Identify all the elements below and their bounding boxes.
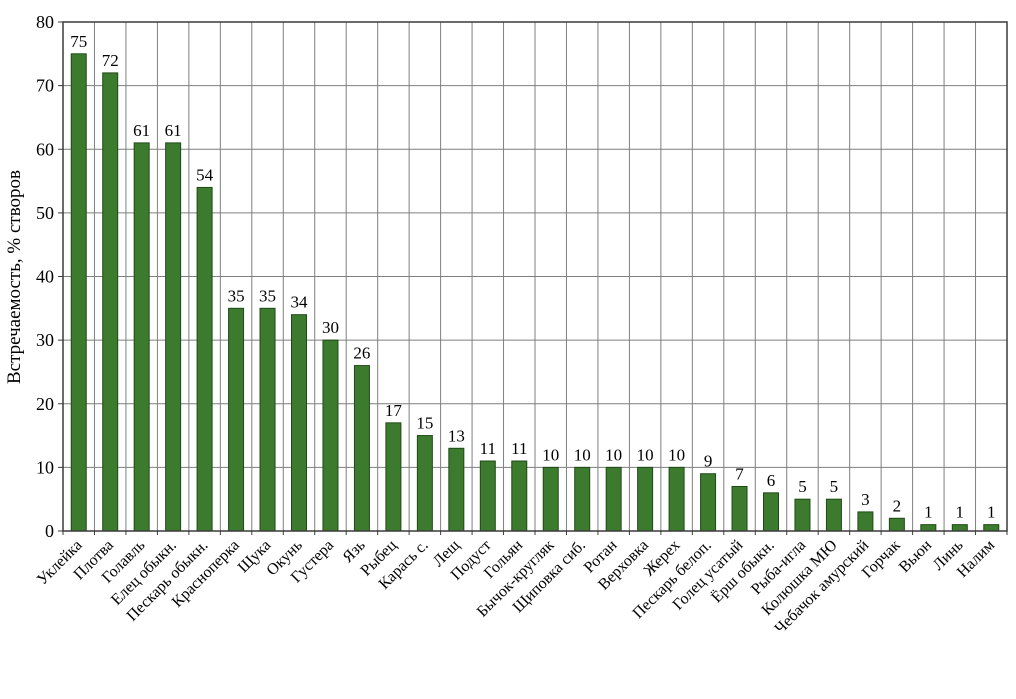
bar — [825, 498, 842, 532]
bar — [416, 435, 433, 532]
bar — [353, 365, 370, 532]
bar-value-label: 10 — [637, 445, 654, 464]
bar — [668, 466, 685, 532]
bar — [605, 466, 622, 532]
bar — [511, 460, 528, 532]
plot-border — [62, 21, 1008, 532]
y-tick-label: 80 — [36, 12, 54, 32]
bar-value-label: 35 — [228, 286, 245, 305]
bar — [259, 307, 276, 532]
y-tick-label: 40 — [36, 267, 54, 287]
bar-value-label: 17 — [385, 401, 403, 420]
bar — [888, 517, 905, 532]
bar — [794, 498, 811, 532]
bar-value-label: 2 — [893, 496, 902, 515]
bar-value-label: 61 — [133, 121, 150, 140]
y-tick-label: 30 — [36, 330, 54, 350]
bar-value-label: 7 — [735, 464, 744, 483]
bar-value-label: 9 — [704, 452, 713, 471]
bar — [228, 307, 245, 532]
bar — [196, 186, 213, 532]
bar — [763, 492, 779, 532]
bar-value-label: 1 — [924, 503, 933, 522]
bar — [542, 466, 559, 532]
bar — [385, 422, 402, 532]
bar-value-label: 10 — [542, 445, 559, 464]
bar — [70, 53, 87, 532]
bar — [165, 142, 182, 532]
bar — [857, 511, 874, 532]
bar-value-label: 75 — [70, 32, 87, 51]
bar-value-label: 10 — [574, 445, 591, 464]
bar — [637, 466, 654, 532]
bar-value-label: 5 — [798, 477, 807, 496]
bar — [322, 339, 339, 532]
bar-value-label: 6 — [767, 471, 776, 490]
bar-value-label: 1 — [956, 503, 965, 522]
bar — [731, 485, 748, 532]
y-tick-label: 50 — [36, 203, 54, 223]
bar-value-label: 5 — [830, 477, 839, 496]
y-tick-label: 0 — [45, 521, 54, 541]
y-tick-label: 10 — [36, 457, 54, 477]
y-tick-label: 70 — [36, 76, 54, 96]
x-tick-label: Вьюн — [896, 536, 936, 576]
bar — [951, 524, 968, 532]
bar-value-label: 26 — [353, 344, 370, 363]
bar-value-label: 15 — [416, 414, 433, 433]
bar — [574, 466, 591, 532]
bar — [479, 460, 496, 532]
bar-value-label: 13 — [448, 426, 465, 445]
y-tick-label: 20 — [36, 394, 54, 414]
bar — [700, 473, 717, 532]
bar-value-label: 34 — [291, 293, 309, 312]
bar-value-label: 10 — [668, 445, 685, 464]
bar-value-label: 1 — [987, 503, 996, 522]
bar — [983, 524, 1000, 532]
bar-value-label: 35 — [259, 286, 276, 305]
bar-value-label: 54 — [196, 165, 214, 184]
bar-value-label: 72 — [102, 51, 119, 70]
bar — [448, 447, 465, 532]
bar — [102, 72, 119, 532]
y-tick-label: 60 — [36, 139, 54, 159]
bar — [291, 314, 307, 532]
bar-value-label: 10 — [605, 445, 622, 464]
y-axis-title: Встречаемость, % створов — [4, 170, 25, 384]
bar-value-label: 61 — [165, 121, 182, 140]
bar-value-label: 11 — [480, 439, 496, 458]
bar-value-label: 30 — [322, 318, 339, 337]
bar — [133, 142, 150, 532]
bar-value-label: 11 — [511, 439, 527, 458]
bar-value-label: 3 — [861, 490, 870, 509]
bar — [920, 524, 937, 532]
